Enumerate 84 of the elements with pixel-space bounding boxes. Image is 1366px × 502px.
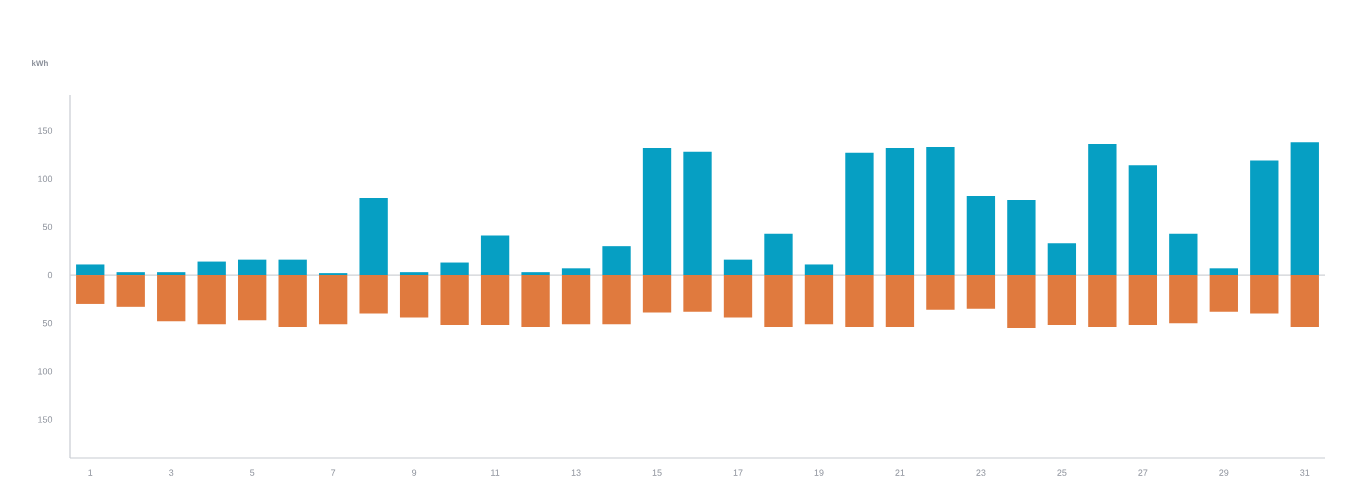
bar (602, 275, 631, 325)
x-tick-label: 21 (895, 469, 905, 476)
bar (238, 275, 267, 321)
bar (1209, 268, 1238, 276)
bar (480, 235, 510, 276)
x-tick-label: 27 (1138, 469, 1148, 476)
bar (116, 275, 145, 307)
x-tick-label: 9 (412, 469, 417, 476)
bar (1088, 144, 1117, 276)
bar (1088, 275, 1117, 328)
bar (1250, 160, 1279, 276)
bar (804, 275, 834, 325)
bar (1007, 275, 1036, 329)
x-tick-label: 7 (331, 469, 336, 476)
bar (804, 264, 834, 276)
bar (966, 196, 996, 276)
y-tick-label: 50 (42, 320, 53, 327)
y-tick-label: 100 (38, 368, 53, 375)
bar (278, 275, 307, 328)
bar (1250, 275, 1279, 314)
bar (723, 259, 753, 276)
bar (521, 275, 550, 328)
bar (683, 275, 712, 312)
bar (76, 264, 105, 276)
bar (399, 272, 429, 276)
bar (197, 261, 226, 276)
bar (480, 275, 510, 326)
bar (683, 151, 712, 276)
bar (1209, 275, 1238, 312)
bar (723, 275, 753, 318)
bar (1169, 275, 1198, 324)
y-tick-label: 150 (38, 416, 53, 423)
bar (1007, 199, 1036, 276)
bar (359, 198, 388, 276)
bar (359, 275, 388, 314)
bar (764, 233, 793, 276)
x-tick-label: 25 (1057, 469, 1067, 476)
x-tick-label: 11 (491, 469, 500, 476)
y-tick-label: 0 (47, 271, 53, 279)
y-tick-label: 100 (38, 175, 53, 182)
bar (561, 268, 591, 276)
bar (1169, 233, 1198, 276)
x-tick-label: 23 (976, 469, 986, 476)
x-tick-label: 31 (1300, 469, 1310, 476)
bar (318, 275, 348, 325)
bar (157, 275, 186, 322)
bar (845, 152, 874, 276)
x-tick-label: 13 (571, 469, 581, 476)
y-tick-label: 50 (42, 223, 53, 231)
bar (197, 275, 226, 325)
x-tick-label: 19 (814, 469, 824, 476)
bar (845, 275, 874, 328)
y-tick-label: 150 (38, 127, 53, 134)
bar (238, 259, 267, 276)
bar (440, 262, 469, 276)
bar (642, 147, 672, 276)
bar (116, 272, 145, 276)
x-tick-label: 17 (733, 469, 743, 476)
x-tick-label: 3 (169, 469, 174, 476)
bar (1290, 142, 1319, 276)
bar (642, 275, 672, 313)
bar (966, 275, 996, 309)
bar (76, 275, 105, 304)
bar (1047, 243, 1077, 276)
bar (926, 275, 955, 310)
x-tick-label: 15 (652, 469, 662, 476)
bar (561, 275, 591, 325)
bar (440, 275, 469, 326)
bar (157, 272, 186, 276)
bar (1128, 165, 1157, 276)
bar (602, 246, 631, 276)
bar (1290, 275, 1319, 328)
bar (885, 275, 915, 328)
bar (1047, 275, 1077, 326)
bar (521, 272, 550, 276)
bar (764, 275, 793, 328)
bar (926, 146, 955, 276)
x-tick-label: 1 (88, 469, 93, 476)
bar (278, 259, 307, 276)
x-tick-label: 5 (250, 469, 255, 476)
bar (1128, 275, 1157, 326)
x-tick-label: 29 (1219, 469, 1229, 476)
bar (885, 147, 915, 276)
bar (399, 275, 429, 318)
